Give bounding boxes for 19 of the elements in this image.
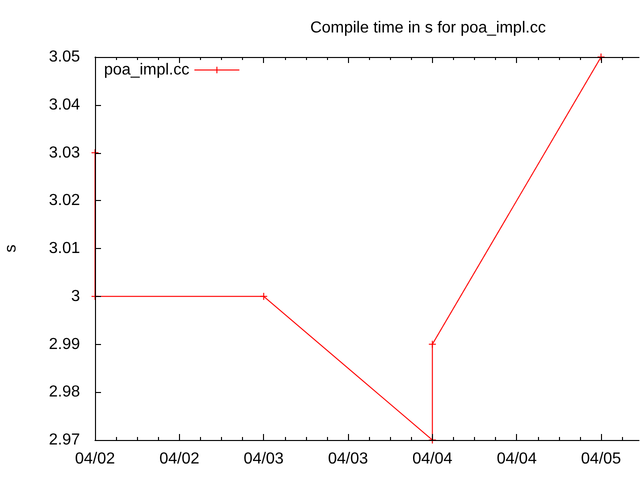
chart-title: Compile time in s for poa_impl.cc	[310, 20, 546, 36]
y-tick-label: 3	[71, 288, 80, 305]
x-tick-label: 04/04	[412, 450, 452, 468]
y-tick-label: 3.02	[48, 192, 80, 210]
legend-label: poa_impl.cc	[104, 62, 190, 78]
x-tick-label: 04/02	[74, 450, 116, 468]
y-tick-label: 3.05	[48, 48, 80, 66]
y-tick-label: 2.98	[48, 384, 80, 401]
x-tick-label: 04/05	[581, 450, 622, 468]
x-tick-label: 04/03	[328, 450, 368, 468]
y-tick-label: 3.04	[48, 96, 80, 114]
y-axis-title: s	[2, 244, 20, 252]
y-tick-label: 2.99	[48, 336, 80, 353]
x-tick-label: 04/04	[496, 450, 537, 468]
y-tick-label: 3.03	[48, 144, 80, 162]
x-tick-label: 04/03	[244, 450, 284, 468]
y-tick-label: 2.97	[48, 432, 80, 448]
x-tick-label: 04/02	[159, 450, 200, 468]
y-tick-label: 3.01	[48, 240, 80, 257]
